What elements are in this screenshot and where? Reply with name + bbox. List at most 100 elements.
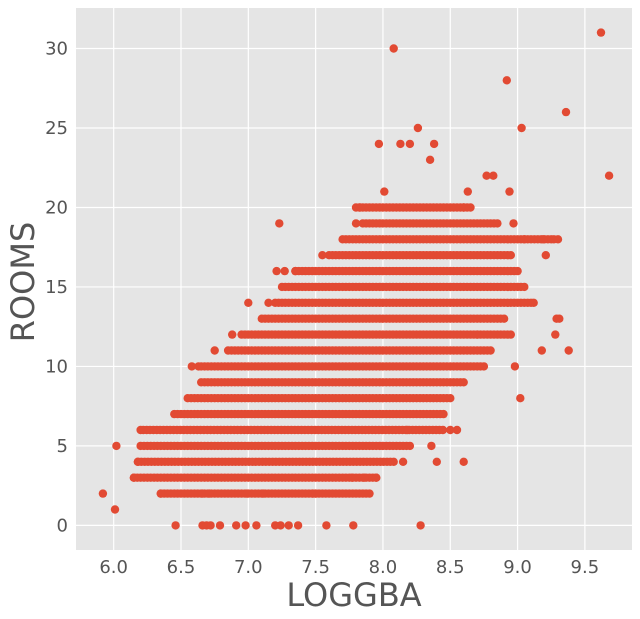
data-point (604, 171, 614, 180)
data-point (555, 314, 564, 323)
data-point (479, 362, 489, 371)
data-point (194, 362, 203, 371)
y-tick-label: 30 (45, 39, 68, 60)
y-tick-label: 5 (57, 436, 68, 457)
data-point (513, 266, 522, 276)
data-point (473, 330, 482, 339)
data-point (482, 171, 491, 180)
data-point (264, 298, 273, 307)
data-point (427, 441, 436, 451)
data-point (275, 219, 284, 228)
data-point (187, 362, 196, 371)
data-point (505, 187, 514, 196)
data-point (293, 521, 303, 530)
data-point (405, 139, 415, 149)
x-tick-labels: 6.0 6.5 7.0 7.5 8.0 8.5 9.0 9.5 (99, 557, 599, 578)
y-tick-label: 0 (57, 515, 68, 536)
data-point (459, 378, 468, 387)
data-point (280, 266, 289, 276)
data-point (136, 425, 145, 435)
data-point (318, 251, 327, 260)
data-point (553, 235, 563, 244)
y-tick-label: 15 (45, 277, 68, 298)
data-point (509, 219, 518, 228)
x-tick-label: 9.0 (503, 557, 532, 578)
data-point (486, 346, 495, 355)
data-point (291, 266, 300, 276)
data-point (416, 521, 425, 530)
data-point (463, 187, 472, 196)
data-point (372, 473, 381, 482)
data-point (228, 330, 237, 339)
data-point (520, 235, 529, 244)
data-point (520, 282, 529, 292)
data-point (429, 139, 439, 149)
data-point (133, 457, 143, 466)
data-point (446, 425, 455, 435)
data-point (365, 489, 374, 498)
data-point (210, 346, 219, 355)
data-point (284, 521, 293, 530)
data-point (347, 473, 357, 482)
data-point (466, 203, 475, 212)
data-point (110, 505, 120, 514)
data-point (499, 314, 509, 323)
data-point (596, 28, 606, 37)
data-point (538, 235, 548, 244)
data-point (517, 123, 526, 133)
data-point (272, 266, 281, 276)
data-point (446, 394, 455, 403)
x-tick-label: 6.0 (99, 557, 128, 578)
data-point (258, 489, 268, 498)
data-point (215, 521, 225, 530)
data-point (380, 187, 389, 196)
data-point (405, 441, 415, 451)
data-point (459, 457, 468, 466)
data-point (398, 457, 408, 466)
x-axis-label: LOGGBA (286, 576, 421, 614)
data-point (459, 203, 468, 212)
x-tick-label: 8.5 (436, 557, 465, 578)
data-point (506, 330, 515, 339)
data-point (561, 107, 571, 117)
data-point (205, 489, 214, 498)
data-point (349, 521, 358, 530)
data-point (438, 425, 448, 435)
data-point (389, 44, 398, 53)
data-point (489, 171, 498, 180)
data-point (359, 473, 369, 482)
y-tick-label: 25 (45, 118, 68, 139)
data-point (98, 489, 108, 498)
data-point (510, 362, 520, 371)
data-point (252, 521, 261, 530)
data-point (232, 521, 241, 530)
data-point (502, 76, 511, 85)
data-point (564, 346, 573, 355)
data-points (98, 28, 614, 530)
data-point (355, 203, 365, 212)
data-point (244, 298, 253, 307)
data-point (206, 521, 215, 530)
data-point (403, 425, 412, 435)
data-point (242, 489, 252, 498)
data-point (276, 521, 285, 530)
data-point (452, 425, 462, 435)
y-tick-labels: 0 5 10 15 20 25 30 (45, 39, 68, 537)
data-point (551, 330, 560, 339)
x-tick-label: 7.0 (234, 557, 263, 578)
x-tick-label: 9.5 (571, 557, 600, 578)
y-axis-label: ROOMS (4, 222, 42, 343)
data-point (351, 219, 361, 228)
data-point (389, 457, 398, 466)
data-point (432, 457, 441, 466)
data-point (156, 489, 165, 498)
data-point (439, 409, 448, 419)
data-point (425, 155, 435, 164)
data-point (129, 473, 139, 482)
data-point (516, 394, 525, 403)
plot-background (76, 8, 632, 550)
data-point (396, 139, 405, 149)
x-tick-label: 7.5 (301, 557, 330, 578)
data-point (112, 441, 121, 451)
